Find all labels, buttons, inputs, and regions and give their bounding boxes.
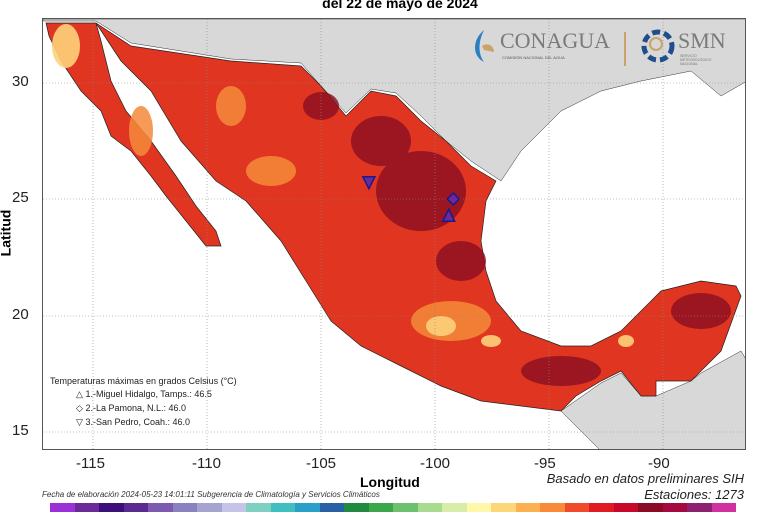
smn-swirl-icon bbox=[641, 29, 675, 63]
y-tick: 25 bbox=[12, 189, 29, 206]
color-swatch bbox=[221, 503, 246, 512]
conagua-water-icon bbox=[475, 30, 494, 62]
station-markers bbox=[361, 175, 461, 223]
y-axis-label: Latitud bbox=[0, 209, 14, 257]
color-swatch bbox=[662, 503, 687, 512]
logo-divider bbox=[624, 32, 626, 66]
color-swatch bbox=[123, 503, 148, 512]
color-scale-bar bbox=[50, 503, 736, 512]
legend-title: Temperaturas máximas en grados Celsius (… bbox=[50, 376, 237, 386]
x-tick: -95 bbox=[534, 455, 556, 472]
y-tick: 20 bbox=[12, 306, 29, 323]
color-swatch bbox=[540, 503, 565, 512]
color-swatch bbox=[466, 503, 491, 512]
x-tick: -100 bbox=[420, 455, 451, 472]
legend-item: ◇ 2.-La Pamona, N.L.: 46.0 bbox=[76, 403, 186, 413]
color-swatch bbox=[295, 503, 320, 512]
data-source-note: Basado en datos preliminares SIH bbox=[546, 471, 744, 486]
color-swatch bbox=[393, 503, 418, 512]
color-swatch bbox=[270, 503, 295, 512]
station-marker-triangle-up bbox=[441, 207, 456, 223]
station-marker-diamond bbox=[446, 191, 461, 207]
temperature-hot-zones bbox=[303, 92, 731, 386]
color-swatch bbox=[74, 503, 99, 512]
temperature-cool-zones bbox=[52, 24, 634, 347]
legend-item: ▽ 3.-San Pedro, Coah.: 46.0 bbox=[76, 417, 191, 427]
x-tick: -105 bbox=[306, 455, 337, 472]
color-swatch bbox=[99, 503, 124, 512]
station-legend: Temperaturas máximas en grados Celsius (… bbox=[50, 376, 237, 428]
color-swatch bbox=[172, 503, 197, 512]
color-swatch bbox=[564, 503, 589, 512]
color-swatch bbox=[515, 503, 540, 512]
y-tick: 30 bbox=[12, 73, 29, 90]
color-swatch bbox=[442, 503, 467, 512]
x-tick: -90 bbox=[648, 455, 670, 472]
color-swatch bbox=[687, 503, 712, 512]
elaboration-date: Fecha de elaboración 2024-05-23 14:01:11… bbox=[42, 490, 380, 499]
map-plot bbox=[42, 18, 746, 450]
mexico-temperature-map bbox=[43, 19, 745, 449]
smn-logo: SMN SERVICIO METEOROLÓGICO NACIONAL bbox=[640, 28, 740, 68]
x-tick: -110 bbox=[192, 455, 221, 472]
color-swatch bbox=[197, 503, 222, 512]
y-tick: 15 bbox=[12, 422, 29, 439]
color-swatch bbox=[589, 503, 614, 512]
color-swatch bbox=[711, 503, 736, 512]
color-swatch bbox=[50, 503, 75, 512]
grid-lines bbox=[43, 19, 745, 449]
color-swatch bbox=[246, 503, 271, 512]
legend-item: △ 1.-Miguel Hidalgo, Tamps.: 46.5 bbox=[76, 389, 212, 399]
color-swatch bbox=[319, 503, 344, 512]
x-axis-label: Longitud bbox=[360, 474, 420, 490]
color-swatch bbox=[613, 503, 638, 512]
color-swatch bbox=[638, 503, 663, 512]
map-title: del 22 de mayo de 2024 bbox=[322, 0, 478, 11]
station-count: Estaciones: 1273 bbox=[644, 487, 744, 502]
station-marker-triangle-down bbox=[361, 175, 377, 191]
color-swatch bbox=[491, 503, 516, 512]
central-america-land bbox=[560, 350, 745, 449]
color-swatch bbox=[344, 503, 369, 512]
color-swatch bbox=[148, 503, 173, 512]
conagua-logo: CONAGUA COMISIÓN NACIONAL DEL AGUA bbox=[470, 28, 620, 68]
x-tick: -115 bbox=[76, 455, 105, 472]
color-swatch bbox=[368, 503, 393, 512]
color-swatch bbox=[417, 503, 442, 512]
